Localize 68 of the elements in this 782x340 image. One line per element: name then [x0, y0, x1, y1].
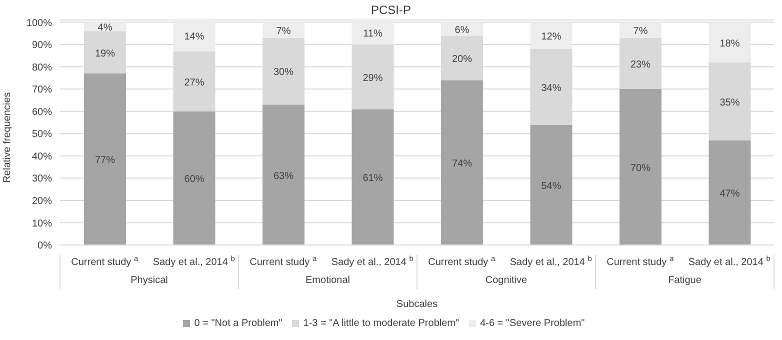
data-label: 60%	[184, 174, 204, 186]
data-label: 23%	[630, 59, 651, 70]
data-label: 11%	[363, 28, 382, 40]
data-label: 29%	[362, 72, 383, 84]
data-label: 47%	[720, 188, 740, 200]
bar	[352, 20, 394, 45]
data-label: 18%	[720, 38, 740, 50]
x-tick-label: Current study $^{a}$	[250, 254, 318, 268]
y-tick-label: 0%	[38, 240, 52, 252]
data-label: 7%	[633, 26, 648, 38]
data-label: 61%	[362, 173, 383, 184]
text: Emotional	[306, 275, 350, 286]
bar	[708, 140, 751, 245]
x-tick-label: Sady et al., 2014 $^{b}$	[510, 254, 592, 268]
data-label: 74%	[452, 158, 472, 170]
x-tick-label: Sady et al., 2014 $^{b}$	[331, 254, 414, 268]
data-label: 70%	[630, 163, 651, 174]
y-tick-label: 40%	[32, 151, 52, 162]
data-label: 19%	[94, 48, 116, 60]
legend-label: 1-3 = "A little to moderate Problem"	[303, 318, 460, 329]
y-tick-label: 50%	[32, 129, 52, 140]
y-tick-label: 60%	[32, 106, 52, 118]
bar	[262, 22, 304, 38]
bar	[708, 22, 751, 62]
x-tick-label: Sady et al., 2014 $^{b}$	[688, 254, 770, 268]
bar	[173, 111, 216, 245]
x-tick-label: Current study $^{a}$	[428, 254, 496, 268]
y-tick-label: 100%	[26, 18, 52, 29]
bar	[84, 73, 126, 245]
bar	[173, 20, 216, 52]
data-label: 35%	[720, 97, 740, 108]
data-label: 34%	[541, 82, 562, 94]
bar	[352, 109, 394, 245]
data-label: 63%	[273, 170, 294, 182]
legend-label: 4-6 = "Severe Problem"	[480, 318, 585, 329]
bar	[530, 124, 572, 245]
y-axis-title: Relative frequencies	[2, 92, 13, 183]
bar	[441, 22, 483, 36]
data-label: 4%	[98, 22, 112, 34]
y-tick-label: 70%	[32, 84, 52, 96]
text: Physical	[130, 275, 168, 286]
y-tick-label: 90%	[32, 40, 52, 52]
data-label: 12%	[541, 32, 562, 43]
bar	[620, 22, 662, 38]
data-label: 6%	[454, 24, 470, 36]
x-tick-label: Current study $^{a}$	[606, 254, 674, 268]
data-label: 77%	[94, 155, 116, 166]
chart-title: PCSI-P	[370, 3, 412, 17]
x-axis-title: Subcales	[396, 299, 438, 310]
text: Cognitive	[485, 275, 528, 286]
data-label: 7%	[276, 26, 291, 38]
x-tick-label: Current study $^{a}$	[71, 254, 139, 268]
bar	[620, 89, 662, 245]
data-label: 20%	[452, 54, 472, 65]
bar	[262, 104, 304, 245]
data-label: 54%	[541, 180, 562, 192]
bar	[530, 22, 572, 49]
y-tick-label: 20%	[32, 196, 52, 207]
x-tick-label: Sady et al., 2014 $^{b}$	[152, 254, 235, 268]
legend-label: 0 = "Not a Problem"	[194, 318, 282, 329]
data-label: 14%	[184, 32, 204, 43]
text: Fatigue	[668, 275, 702, 286]
data-label: 27%	[184, 77, 204, 88]
bar	[441, 80, 483, 245]
y-tick-label: 30%	[32, 174, 52, 185]
data-label: 30%	[273, 67, 294, 78]
y-tick-label: 80%	[32, 62, 52, 74]
y-tick-label: 10%	[32, 218, 52, 230]
